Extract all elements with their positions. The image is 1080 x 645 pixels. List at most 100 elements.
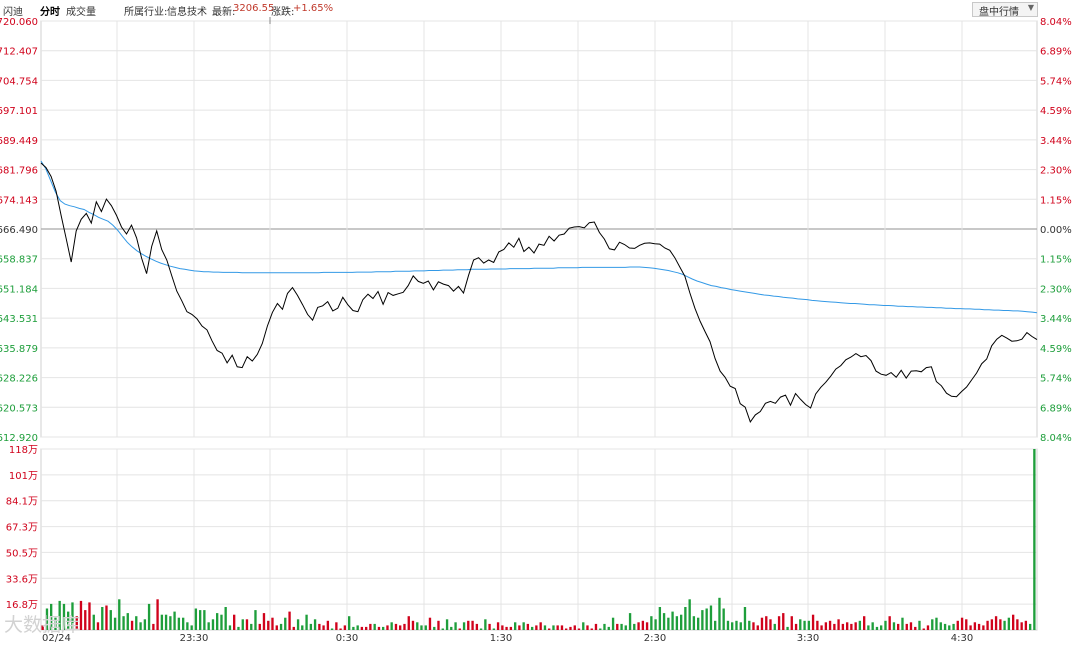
tab-intraday[interactable]: 分时 — [40, 7, 60, 18]
volume-bar — [518, 625, 521, 630]
volume-bar — [296, 619, 300, 630]
volume-bar — [875, 626, 879, 630]
volume-bar — [616, 623, 619, 630]
volume-bar — [348, 616, 351, 630]
volume-bar — [126, 613, 129, 630]
volume-bar — [258, 623, 261, 630]
stock-name: 闪迪 — [3, 7, 23, 18]
volume-bar — [611, 617, 615, 630]
volume-bar — [420, 625, 423, 630]
volume-bar — [586, 625, 589, 630]
pct-tick-label: 8.04% — [1040, 17, 1072, 28]
volume-bar — [637, 622, 640, 630]
tab-volume[interactable]: 成交量 — [66, 7, 96, 18]
volume-bar — [113, 617, 117, 630]
pct-tick-label: 5.74% — [1040, 76, 1072, 87]
price-tick-label: 635.879 — [0, 344, 38, 355]
volume-bar — [926, 625, 930, 630]
volume-bar — [531, 626, 534, 630]
volume-bar — [177, 617, 181, 630]
volume-bar — [624, 625, 627, 630]
price-tick-label: 628.226 — [0, 374, 38, 385]
volume-bar — [688, 599, 691, 630]
pct-tick-label: 6.89% — [1040, 47, 1072, 58]
last-price-label: 最新: — [212, 7, 236, 18]
volume-bar — [220, 614, 223, 630]
pct-tick-label: 1.15% — [1040, 195, 1072, 206]
volume-bar — [237, 626, 240, 630]
volume-bar — [471, 620, 474, 630]
volume-bar — [143, 619, 147, 630]
volume-bar — [939, 622, 942, 630]
volume-bar — [454, 622, 457, 630]
volume-bar — [552, 625, 555, 630]
volume-bar — [105, 605, 108, 630]
time-tick-label: 0:30 — [336, 633, 358, 644]
volume-bar — [160, 614, 164, 630]
volume-bar — [326, 620, 330, 630]
volume-bar — [156, 599, 159, 630]
volume-bar — [846, 622, 849, 630]
volume-bar — [67, 611, 70, 630]
volume-bar — [692, 616, 696, 630]
volume-bar — [377, 626, 381, 630]
volume-bar — [88, 602, 91, 630]
volume-bar — [71, 602, 74, 630]
pct-tick-label: 4.59% — [1040, 106, 1072, 117]
volume-bar — [250, 623, 253, 630]
volume-bar — [769, 619, 772, 630]
volume-bar — [199, 610, 202, 630]
price-tick-label: 689.449 — [0, 136, 38, 147]
volume-bar — [96, 622, 100, 630]
average-price-line — [40, 160, 1038, 314]
volume-bar — [582, 622, 585, 630]
volume-bar — [811, 614, 815, 630]
volume-bar — [330, 628, 334, 630]
volume-bar — [445, 619, 449, 630]
time-tick-label: 4:30 — [951, 633, 973, 644]
pct-tick-label: 1.15% — [1040, 255, 1072, 266]
volume-tick-label: 118万 — [9, 445, 38, 456]
volume-bar — [905, 623, 908, 630]
volume-bar — [722, 608, 725, 630]
volume-bar — [450, 626, 453, 630]
volume-bar — [169, 616, 172, 630]
volume-bar — [701, 610, 704, 630]
volume-bar — [267, 620, 270, 630]
time-tick-label: 02/24 — [42, 633, 71, 644]
price-tick-label: 674.143 — [0, 195, 38, 206]
volume-bar — [284, 617, 287, 630]
price-tick-label: 720.060 — [0, 17, 38, 28]
volume-bar — [863, 616, 866, 630]
volume-bar — [224, 607, 227, 630]
volume-bar — [254, 610, 257, 630]
volume-bar — [948, 625, 951, 630]
volume-bar — [918, 620, 921, 630]
pct-tick-label: 6.89% — [1040, 403, 1072, 414]
watermark: 大数据库 — [4, 614, 81, 636]
volume-bar — [548, 628, 551, 630]
volume-bar — [756, 625, 759, 630]
volume-bar — [216, 613, 219, 630]
volume-bar — [152, 623, 155, 630]
volume-bar — [492, 628, 496, 630]
volume-bar — [782, 613, 785, 630]
volume-bar — [718, 597, 721, 630]
volume-bar — [897, 623, 900, 630]
volume-bar — [824, 622, 828, 630]
volume-bar — [509, 626, 513, 630]
volume-bar — [922, 628, 925, 630]
volume-bar — [803, 620, 806, 630]
volume-bar — [164, 614, 168, 630]
volume-bar — [233, 614, 236, 630]
volume-bar — [182, 617, 185, 630]
chart-header: 闪迪 分时 成交量 所属行业: 信息技术 最新: 3206.55 涨跌: +1.… — [0, 0, 1080, 18]
volume-bar — [931, 619, 934, 630]
volume-bar — [1029, 623, 1032, 630]
volume-bar — [986, 620, 989, 630]
volume-bar — [207, 622, 210, 630]
volume-bar — [884, 620, 887, 630]
last-price-value: 3206.55 — [233, 3, 275, 14]
volume-bar — [411, 620, 415, 630]
session-dropdown[interactable]: 盘中行情 ▼ — [972, 2, 1038, 18]
